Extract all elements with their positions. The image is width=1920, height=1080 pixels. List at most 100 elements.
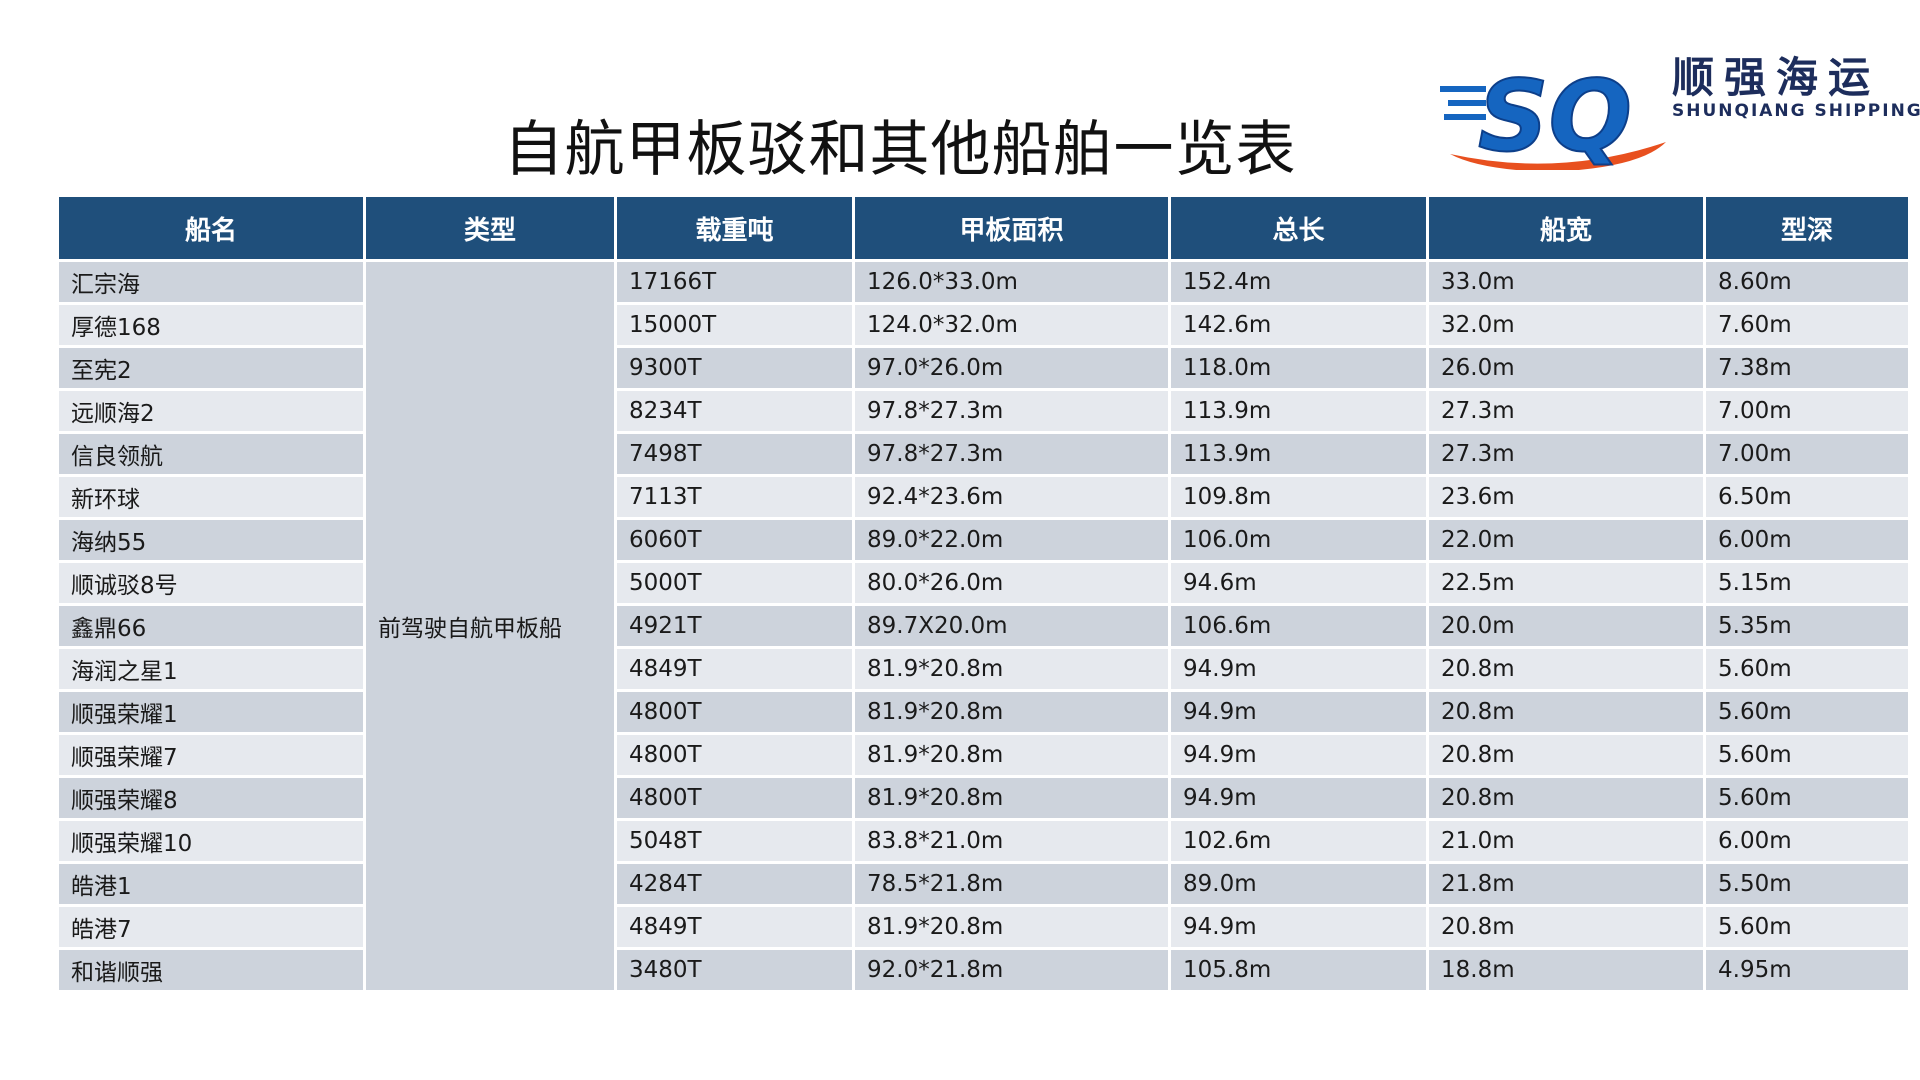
cell-depth: 6.50m xyxy=(1706,477,1908,517)
cell-ship-name: 鑫鼎66 xyxy=(59,606,363,646)
cell-beam: 20.8m xyxy=(1429,907,1703,947)
cell-deck-area: 92.0*21.8m xyxy=(855,950,1168,990)
cell-deadweight: 4849T xyxy=(617,907,852,947)
cell-deadweight: 7498T xyxy=(617,434,852,474)
cell-beam: 21.8m xyxy=(1429,864,1703,904)
cell-depth: 5.35m xyxy=(1706,606,1908,646)
cell-depth: 5.15m xyxy=(1706,563,1908,603)
cell-length: 106.6m xyxy=(1171,606,1426,646)
cell-deck-area: 78.5*21.8m xyxy=(855,864,1168,904)
cell-beam: 20.8m xyxy=(1429,778,1703,818)
table-row: 汇宗海 前驾驶自航甲板船 17166T 126.0*33.0m 152.4m 33.0m 8… xyxy=(59,262,1908,990)
table-row: 和谐顺强 3480T 92.0*21.8m 105.8m 18.8m 4.95m xyxy=(59,950,1908,990)
cell-depth: 8.60m xyxy=(1706,262,1908,302)
cell-length: 152.4m xyxy=(1171,262,1426,302)
cell-beam: 20.8m xyxy=(1429,692,1703,732)
cell-ship-name: 厚德168 xyxy=(59,305,363,345)
cell-deck-area: 81.9*20.8m xyxy=(855,778,1168,818)
header-type: 类型 xyxy=(366,197,614,259)
cell-length: 113.9m xyxy=(1171,434,1426,474)
cell-length: 105.8m xyxy=(1171,950,1426,990)
table-row: 新环球 7113T 92.4*23.6m 109.8m 23.6m 6.50m xyxy=(59,477,1908,517)
cell-length: 94.6m xyxy=(1171,563,1426,603)
cell-deadweight: 15000T xyxy=(617,305,852,345)
cell-depth: 7.38m xyxy=(1706,348,1908,388)
cell-depth: 5.60m xyxy=(1706,907,1908,947)
cell-deadweight: 17166T xyxy=(617,262,852,302)
table-row: 海润之星1 4849T 81.9*20.8m 94.9m 20.8m 5.60m xyxy=(59,649,1908,689)
cell-length: 94.9m xyxy=(1171,649,1426,689)
cell-deck-area: 124.0*32.0m xyxy=(855,305,1168,345)
cell-depth: 5.60m xyxy=(1706,649,1908,689)
cell-depth: 7.60m xyxy=(1706,305,1908,345)
header-deadweight: 载重吨 xyxy=(617,197,852,259)
company-logo: SQ 顺强海运 SHUNQIANG SHIPPING xyxy=(1440,50,1920,175)
cell-beam: 20.8m xyxy=(1429,649,1703,689)
cell-beam: 33.0m xyxy=(1429,262,1703,302)
cell-deadweight: 4284T xyxy=(617,864,852,904)
table-row: 信良领航 7498T 97.8*27.3m 113.9m 27.3m 7.00m xyxy=(59,434,1908,474)
cell-deadweight: 4921T xyxy=(617,606,852,646)
cell-beam: 22.0m xyxy=(1429,520,1703,560)
cell-deck-area: 126.0*33.0m xyxy=(855,262,1168,302)
ship-table: 船名 类型 载重吨 甲板面积 总长 船宽 型深 汇宗海 前驾驶自航甲板船 17166… xyxy=(56,194,1911,993)
table-row: 鑫鼎66 4921T 89.7X20.0m 106.6m 20.0m 5.35m xyxy=(59,606,1908,646)
page-title: 自航甲板驳和其他船舶一览表 xyxy=(503,115,1297,185)
cell-length: 89.0m xyxy=(1171,864,1426,904)
cell-deadweight: 8234T xyxy=(617,391,852,431)
cell-deck-area: 92.4*23.6m xyxy=(855,477,1168,517)
cell-deck-area: 81.9*20.8m xyxy=(855,735,1168,775)
cell-deck-area: 89.7X20.0m xyxy=(855,606,1168,646)
cell-length: 142.6m xyxy=(1171,305,1426,345)
header-deck-area: 甲板面积 xyxy=(855,197,1168,259)
cell-depth: 4.95m xyxy=(1706,950,1908,990)
cell-deck-area: 89.0*22.0m xyxy=(855,520,1168,560)
cell-depth: 6.00m xyxy=(1706,821,1908,861)
cell-length: 94.9m xyxy=(1171,907,1426,947)
cell-ship-name: 皓港7 xyxy=(59,907,363,947)
cell-ship-name: 顺强荣耀7 xyxy=(59,735,363,775)
cell-depth: 5.60m xyxy=(1706,692,1908,732)
cell-deck-area: 81.9*20.8m xyxy=(855,649,1168,689)
logo-chinese-name: 顺强海运 xyxy=(1672,53,1881,102)
cell-beam: 23.6m xyxy=(1429,477,1703,517)
cell-deadweight: 3480T xyxy=(617,950,852,990)
cell-deadweight: 4800T xyxy=(617,735,852,775)
table-row: 皓港7 4849T 81.9*20.8m 94.9m 20.8m 5.60m xyxy=(59,907,1908,947)
cell-beam: 27.3m xyxy=(1429,391,1703,431)
cell-deadweight: 4800T xyxy=(617,778,852,818)
cell-length: 102.6m xyxy=(1171,821,1426,861)
cell-depth: 5.60m xyxy=(1706,778,1908,818)
cell-beam: 27.3m xyxy=(1429,434,1703,474)
table-row: 至宪2 9300T 97.0*26.0m 118.0m 26.0m 7.38m xyxy=(59,348,1908,388)
cell-ship-name: 皓港1 xyxy=(59,864,363,904)
svg-text:SQ: SQ xyxy=(1478,60,1632,170)
table-row: 海纳55 6060T 89.0*22.0m 106.0m 22.0m 6.00m xyxy=(59,520,1908,560)
cell-ship-name: 海纳55 xyxy=(59,520,363,560)
cell-length: 109.8m xyxy=(1171,477,1426,517)
header-beam: 船宽 xyxy=(1429,197,1703,259)
cell-length: 118.0m xyxy=(1171,348,1426,388)
cell-depth: 7.00m xyxy=(1706,391,1908,431)
table-row: 远顺海2 8234T 97.8*27.3m 113.9m 27.3m 7.00m xyxy=(59,391,1908,431)
cell-deadweight: 9300T xyxy=(617,348,852,388)
header-length: 总长 xyxy=(1171,197,1426,259)
cell-ship-name: 至宪2 xyxy=(59,348,363,388)
cell-depth: 5.60m xyxy=(1706,735,1908,775)
cell-depth: 7.00m xyxy=(1706,434,1908,474)
cell-deck-area: 81.9*20.8m xyxy=(855,907,1168,947)
cell-ship-name: 顺诚驳8号 xyxy=(59,563,363,603)
cell-beam: 20.8m xyxy=(1429,735,1703,775)
cell-beam: 18.8m xyxy=(1429,950,1703,990)
cell-length: 94.9m xyxy=(1171,778,1426,818)
cell-ship-name: 海润之星1 xyxy=(59,649,363,689)
cell-deck-area: 80.0*26.0m xyxy=(855,563,1168,603)
cell-beam: 26.0m xyxy=(1429,348,1703,388)
sq-logo-mark-icon: SQ xyxy=(1440,59,1666,175)
cell-length: 113.9m xyxy=(1171,391,1426,431)
table-row: 顺强荣耀10 5048T 83.8*21.0m 102.6m 21.0m 6.00m xyxy=(59,821,1908,861)
table-row: 顺强荣耀8 4800T 81.9*20.8m 94.9m 20.8m 5.60m xyxy=(59,778,1908,818)
cell-deadweight: 7113T xyxy=(617,477,852,517)
cell-deck-area: 97.0*26.0m xyxy=(855,348,1168,388)
cell-ship-name: 和谐顺强 xyxy=(59,950,363,990)
